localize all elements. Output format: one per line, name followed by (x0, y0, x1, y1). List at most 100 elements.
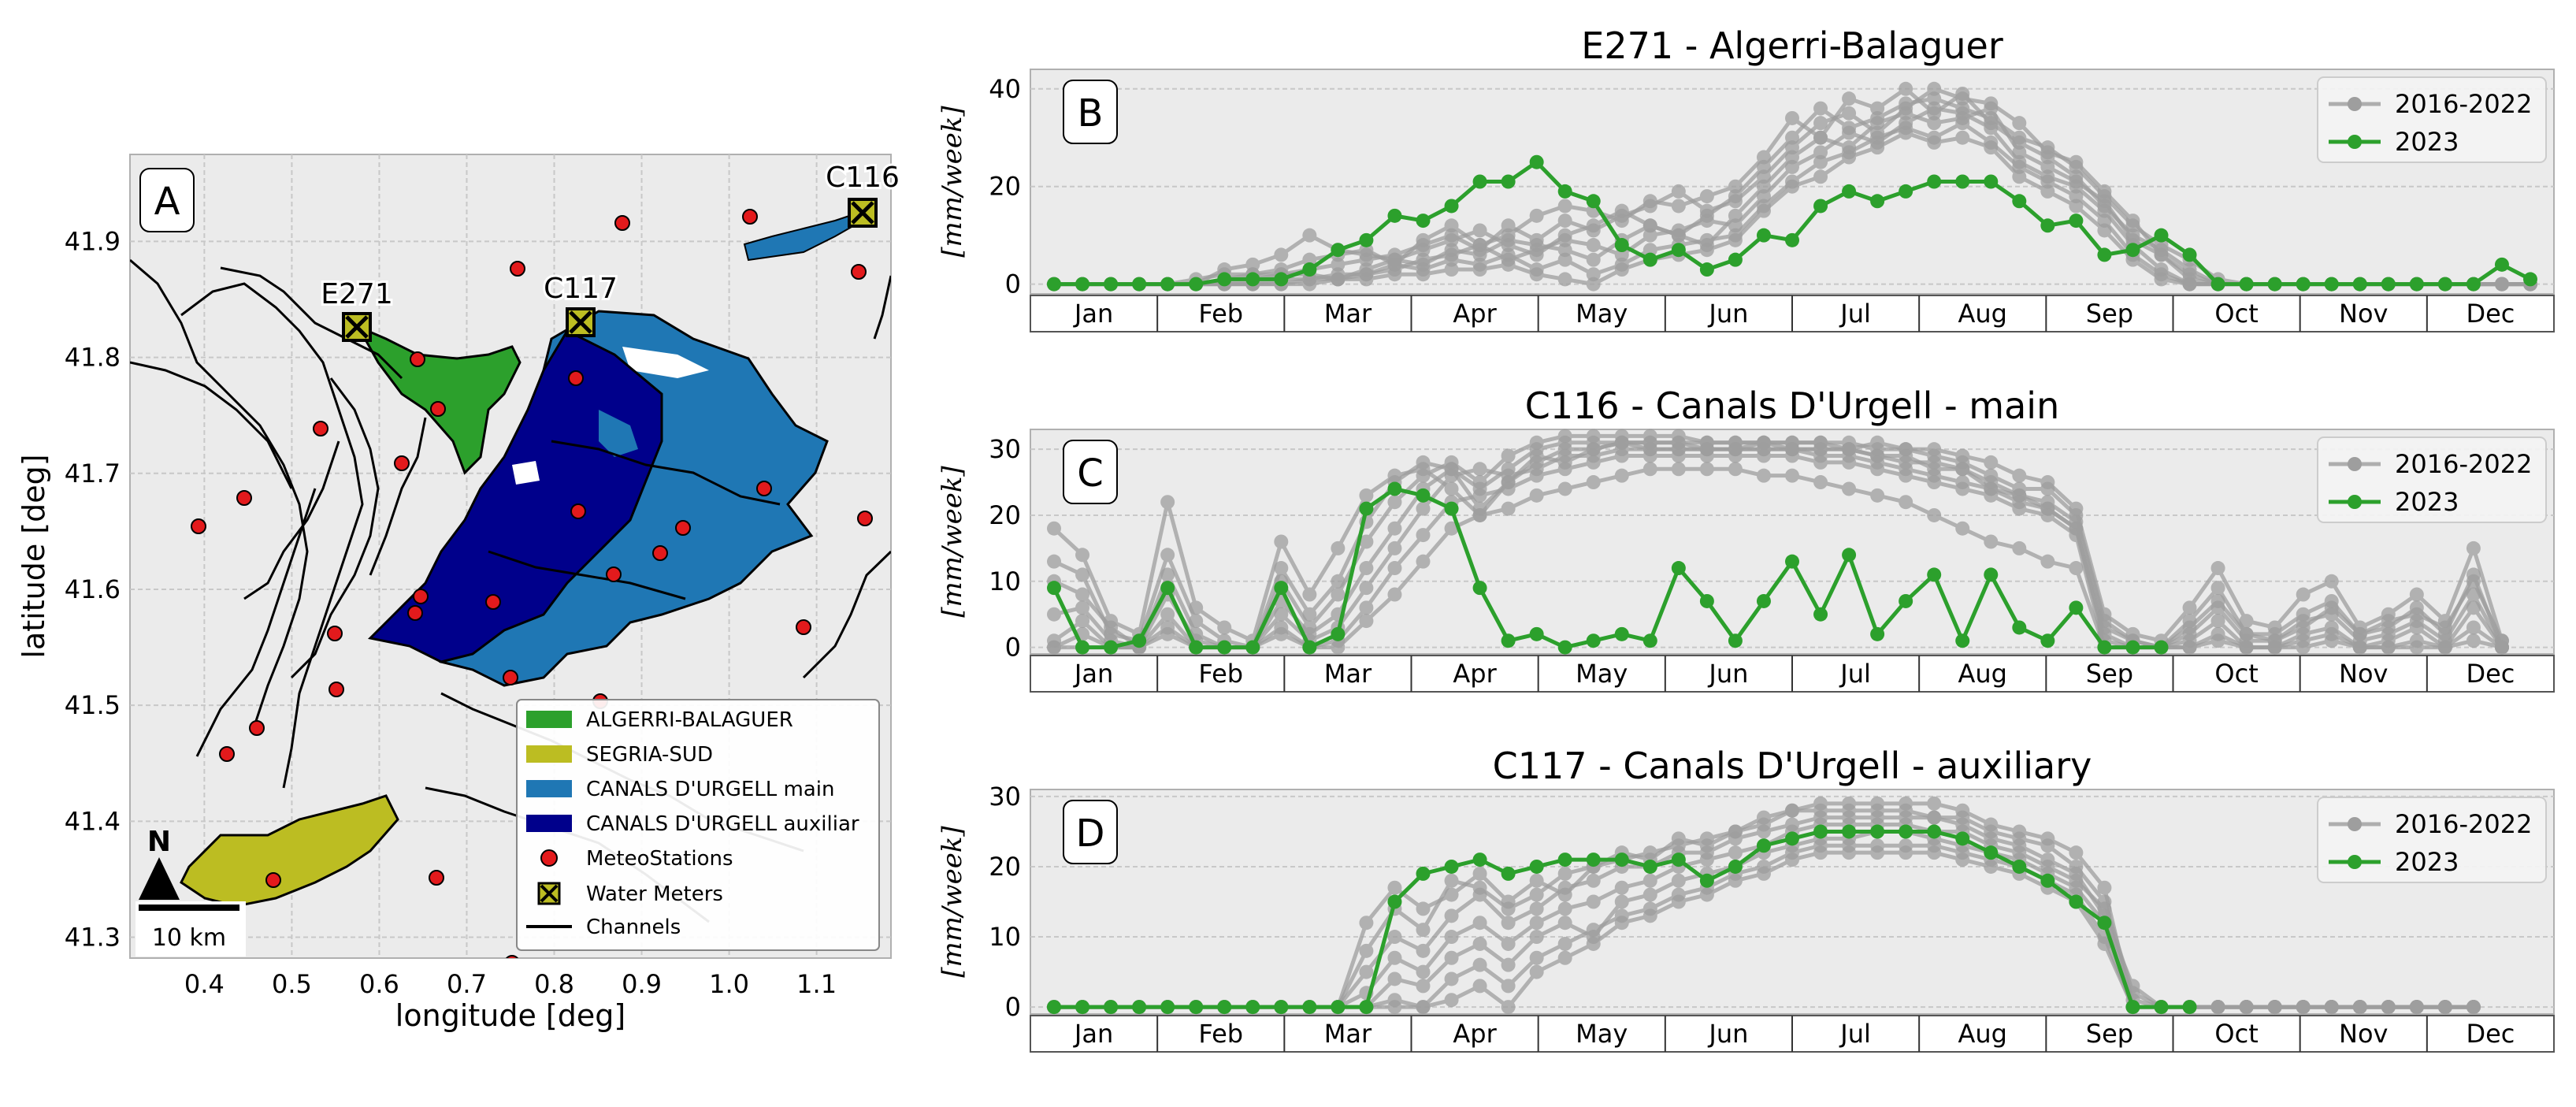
series-point (2409, 607, 2424, 622)
series-point (1557, 936, 1572, 951)
series-point (1189, 640, 1204, 655)
series-point (1359, 534, 1374, 549)
series-point (1047, 640, 1061, 655)
chart-y-tick-label: 20 (989, 500, 1021, 530)
series-point (1813, 169, 1828, 184)
series-point (2125, 243, 2140, 258)
series-point (1671, 831, 1686, 846)
legend-swatch-algerri (526, 711, 572, 728)
legend-marker-2023 (2348, 495, 2362, 509)
chart-y-tick-label: 20 (989, 852, 1021, 882)
series-point (2182, 640, 2197, 655)
series-point (1927, 135, 1942, 150)
month-tick-label: Jul (1839, 659, 1871, 689)
series-point (1501, 232, 1516, 247)
series-point (1586, 894, 1601, 909)
series-point (1387, 587, 1402, 602)
series-point (1870, 824, 1885, 839)
series-point (1955, 462, 1970, 477)
series-point (1586, 277, 1601, 292)
month-tick-label: Jun (1707, 299, 1748, 329)
meteo-station-marker (614, 215, 630, 231)
series-point (2409, 620, 2424, 635)
series-point (2040, 633, 2055, 648)
legend-water-meter-icon (537, 882, 561, 905)
month-tick-label: Jan (1073, 659, 1113, 689)
map-y-axis-label: latitude [deg] (17, 454, 51, 658)
series-point (1331, 257, 1346, 272)
legend-swatch-segria (526, 745, 572, 763)
series-point (2267, 640, 2282, 655)
series-point (1699, 887, 1714, 902)
algerri-balaguer-area (355, 324, 522, 475)
series-point (1586, 923, 1601, 938)
series-point (1984, 174, 1999, 189)
series-point (1359, 488, 1374, 503)
series-point (2466, 600, 2481, 615)
legend-label-2023: 2023 (2395, 847, 2459, 877)
series-point (1557, 232, 1572, 247)
series-point (2381, 1000, 2396, 1015)
meteo-station-marker (429, 870, 444, 886)
series-point (1472, 174, 1487, 189)
series-point (1870, 626, 1885, 641)
series-point (1217, 620, 1232, 635)
chart-title: C116 - Canals D'Urgell - main (1525, 384, 2059, 427)
series-point (1387, 950, 1402, 965)
meter-label-c117: C117 (544, 273, 618, 305)
series-point (2125, 1000, 2140, 1015)
channel-line (130, 361, 293, 489)
meteo-station-marker (265, 872, 281, 888)
series-point (1359, 232, 1374, 247)
series-point (1984, 845, 1999, 860)
channel-line (802, 550, 891, 679)
month-tick-label: Feb (1198, 659, 1243, 689)
series-point (1984, 859, 1999, 874)
series-point (1842, 150, 1857, 165)
series-point (2466, 620, 2481, 635)
series-point (1927, 455, 1942, 470)
series-point (2352, 640, 2367, 655)
channel-line (195, 488, 317, 757)
series-point (1160, 495, 1175, 510)
series-point (1104, 620, 1119, 635)
series-point (1899, 593, 1913, 608)
series-point (1416, 252, 1431, 267)
series-point (2097, 916, 2112, 931)
series-point (1274, 561, 1289, 576)
series-point (1813, 199, 1828, 214)
series-point (1699, 232, 1714, 247)
meteo-station-marker (407, 605, 423, 621)
series-point (1529, 626, 1544, 641)
series-point (2239, 614, 2254, 629)
series-point (1047, 277, 1061, 292)
series-point (2097, 184, 2112, 199)
series-point (1529, 964, 1544, 979)
meter-label-e271: E271 (321, 278, 392, 310)
series-point (2012, 540, 2027, 555)
series-point (1444, 930, 1459, 945)
series-point (1387, 267, 1402, 282)
series-point (2239, 1000, 2254, 1015)
month-tick-label: Sep (2086, 659, 2133, 689)
series-point (1671, 462, 1686, 477)
month-tick-label: Jun (1707, 1019, 1748, 1049)
series-point (1642, 218, 1657, 233)
series-point (1416, 979, 1431, 994)
series-point (1642, 908, 1657, 923)
series-line (1052, 433, 2504, 650)
series-point (1501, 247, 1516, 262)
series-point (1416, 488, 1431, 503)
series-point (1728, 462, 1743, 477)
channel-line (551, 440, 781, 506)
series-point (1444, 993, 1459, 1008)
series-point (1899, 106, 1913, 121)
series-point (1586, 194, 1601, 209)
series-point (1813, 154, 1828, 169)
series-point (1160, 581, 1175, 596)
series-point (1586, 633, 1601, 648)
series-point (2040, 481, 2055, 496)
series-point (2210, 1000, 2225, 1015)
series-point (1984, 534, 1999, 549)
series-point (1472, 887, 1487, 902)
